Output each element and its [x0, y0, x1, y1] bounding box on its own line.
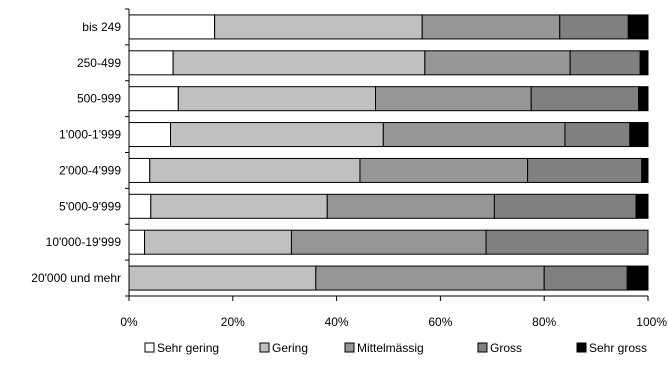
- x-tick-label: 0%: [120, 315, 138, 329]
- y-tick-label: 1'000-1'999: [59, 128, 121, 142]
- y-tick-label: 5'000-9'999: [59, 199, 121, 213]
- bar-segment-5-1: [128, 157, 151, 183]
- bar-segment-6-3: [326, 193, 495, 219]
- x-tick-label: 40%: [325, 315, 349, 329]
- y-tick-label: 2'000-4'999: [59, 163, 121, 177]
- bar-segment-1-3: [421, 14, 561, 40]
- bar-segment-6-5: [635, 193, 649, 219]
- bar-segment-8-4: [543, 265, 628, 291]
- bars-group: [128, 14, 649, 291]
- bar-segment-3-3: [375, 86, 532, 112]
- bar-segment-4-5: [629, 122, 649, 148]
- bar-segment-1-5: [627, 14, 649, 40]
- bar-segment-4-1: [128, 122, 172, 148]
- bar-segment-7-3: [290, 229, 487, 255]
- bar-segment-2-2: [172, 50, 426, 76]
- x-tick-label: 60%: [428, 315, 452, 329]
- legend-swatch: [144, 342, 155, 353]
- bar-segment-7-4: [485, 229, 649, 255]
- x-axis: 0% 20% 40% 60% 80% 100%: [120, 295, 667, 329]
- bar-segment-8-3: [315, 265, 545, 291]
- bar-segment-3-1: [128, 86, 179, 112]
- bar-segment-5-4: [527, 157, 643, 183]
- legend: Sehr gering Gering Mittelmässig Gross Sehr g…: [144, 341, 647, 355]
- bar-segment-2-4: [569, 50, 641, 76]
- legend-swatch: [477, 342, 488, 353]
- legend-label: Gering: [272, 341, 308, 355]
- bar-segment-8-2: [128, 265, 317, 291]
- bar-segment-6-1: [128, 193, 152, 219]
- bar-segment-1-1: [128, 14, 216, 40]
- legend-label: Mittelmässig: [357, 341, 424, 355]
- bar-segment-3-4: [530, 86, 640, 112]
- bar-segment-3-2: [177, 86, 377, 112]
- bar-segment-4-4: [564, 122, 631, 148]
- bar-segment-2-1: [128, 50, 174, 76]
- bar-segment-6-4: [493, 193, 637, 219]
- legend-label: Sehr gross: [589, 341, 647, 355]
- x-tick-label: 80%: [532, 315, 556, 329]
- y-axis: bis 249 250-499 500-999 1'000-1'999 2'000-4'…: [31, 8, 130, 297]
- bar-segment-5-2: [149, 157, 361, 183]
- y-tick-label: bis 249: [82, 20, 121, 34]
- legend-label: Sehr gering: [157, 341, 219, 355]
- bar-segment-1-4: [559, 14, 629, 40]
- bar-segment-4-3: [382, 122, 566, 148]
- bar-segment-5-5: [641, 157, 649, 183]
- bar-segment-2-5: [639, 50, 649, 76]
- legend-swatch: [259, 342, 270, 353]
- y-tick-label: 250-499: [77, 56, 121, 70]
- bar-segment-4-2: [170, 122, 384, 148]
- x-tick-label: 20%: [221, 315, 245, 329]
- y-tick-label: 10'000-19'999: [46, 235, 122, 249]
- legend-swatch: [344, 342, 355, 353]
- x-tick-label: 100%: [636, 315, 667, 329]
- bar-segment-7-2: [144, 229, 292, 255]
- legend-label: Gross: [490, 341, 522, 355]
- bar-segment-1-2: [214, 14, 423, 40]
- y-tick-label: 500-999: [77, 92, 121, 106]
- bar-segment-7-1: [128, 229, 146, 255]
- bar-segment-8-5: [626, 265, 649, 291]
- bar-segment-5-3: [359, 157, 529, 183]
- legend-swatch: [576, 342, 587, 353]
- bar-segment-6-2: [150, 193, 328, 219]
- bar-segment-2-3: [424, 50, 571, 76]
- bar-segment-3-5: [638, 86, 649, 112]
- y-tick-label: 20'000 und mehr: [31, 271, 121, 285]
